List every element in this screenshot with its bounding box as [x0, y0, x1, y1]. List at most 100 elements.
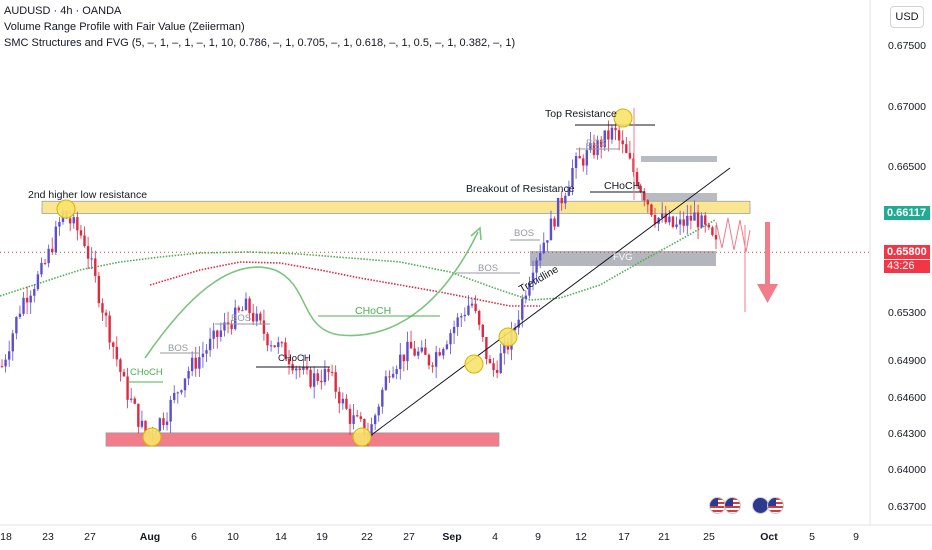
candle-body: [341, 398, 345, 404]
candle-body: [348, 408, 352, 424]
current-price-badge: 0.65800: [884, 245, 930, 259]
candle-body: [553, 218, 556, 227]
trendline[interactable]: [369, 167, 731, 437]
candle-body: [434, 352, 438, 367]
candle-body: [4, 359, 7, 367]
breakout-label: Breakout of Resistance: [466, 183, 575, 195]
candle-body: [714, 234, 718, 240]
time-tick-label: 18: [0, 531, 12, 543]
au-flag-icon[interactable]: [752, 497, 769, 514]
choch-label: CHoCH: [604, 180, 641, 192]
candle-body: [273, 345, 276, 348]
candle-body: [330, 371, 334, 373]
time-tick-label: 27: [84, 531, 96, 543]
candle-body: [11, 333, 14, 352]
indicator-volume-profile[interactable]: Volume Range Profile with Fair Value (Ze…: [4, 21, 245, 33]
candle-body: [295, 368, 298, 371]
candle-body: [531, 272, 535, 283]
candle-body: [25, 297, 29, 303]
candle-body: [521, 298, 524, 320]
candle-body: [671, 216, 675, 227]
indicator-smc[interactable]: SMC Structures and FVG (5, –, 1, –, 1, –…: [4, 37, 516, 49]
candle-body: [83, 235, 86, 247]
support-zone[interactable]: [105, 432, 500, 447]
time-tick-label: 5: [809, 531, 815, 543]
time-tick-label: Oct: [760, 531, 778, 543]
swing-point-marker[interactable]: [464, 354, 484, 374]
bos-label: BOS: [514, 228, 535, 239]
symbol-title[interactable]: AUDUSD · 4h · OANDA: [4, 5, 122, 17]
candle-body: [668, 216, 671, 223]
candle-body: [97, 275, 101, 304]
candle-body: [571, 168, 574, 187]
bearish-arrow-head: [757, 284, 778, 303]
candle-body: [377, 406, 380, 416]
candle-body: [693, 212, 696, 221]
candle-body: [187, 371, 190, 379]
candle-body: [248, 298, 251, 314]
swing-point-marker[interactable]: [498, 327, 518, 347]
candle-body: [560, 197, 563, 204]
us-flag-icon[interactable]: [724, 497, 741, 514]
fvg-zone[interactable]: [641, 193, 717, 201]
price-axis[interactable]: 0.66117 0.65800 43:26 0.67500 0.67000 0.66…: [870, 0, 932, 525]
candle-body: [327, 368, 330, 372]
candle-body: [22, 297, 25, 314]
price-tick-label: 0.67000: [888, 100, 926, 113]
time-tick-label: 22: [361, 531, 373, 543]
time-tick-label: 10: [227, 531, 239, 543]
candle-body: [356, 415, 359, 417]
candle-body: [495, 370, 499, 373]
candle-body: [617, 130, 621, 141]
candle-body: [445, 344, 449, 350]
candle-body: [79, 230, 83, 236]
swing-point-marker[interactable]: [142, 427, 162, 447]
candle-body: [140, 420, 144, 427]
candle-body: [639, 185, 642, 192]
time-tick-label: 23: [42, 531, 54, 543]
candle-body: [373, 415, 377, 425]
candle-body: [158, 418, 162, 431]
candle-body: [237, 307, 241, 311]
bos-label: BOS: [478, 263, 499, 274]
candle-body: [463, 314, 467, 317]
candle-body: [499, 353, 502, 373]
candle-body: [208, 338, 212, 351]
currency-button[interactable]: USD: [890, 6, 924, 28]
candle-body: [269, 345, 273, 347]
candle-body: [438, 352, 441, 356]
candle-body: [18, 313, 22, 318]
time-tick-label: Sep: [442, 531, 462, 543]
candle-body: [477, 310, 481, 325]
candle-body: [689, 215, 693, 221]
swing-point-marker[interactable]: [613, 108, 633, 128]
candle-body: [68, 218, 72, 224]
candle-body: [104, 312, 108, 316]
candle-body: [194, 357, 197, 369]
candle-body: [183, 378, 187, 391]
fvg-zone[interactable]: [530, 251, 716, 266]
candle-body: [704, 215, 707, 225]
candle-body: [58, 221, 61, 227]
candle-body: [682, 219, 685, 226]
time-tick-label: Aug: [139, 531, 161, 543]
candle-body: [538, 253, 542, 261]
resistance-zone[interactable]: [41, 200, 751, 214]
swing-point-marker[interactable]: [56, 199, 76, 219]
price-tick-label: 0.64900: [888, 355, 926, 368]
candle-body: [305, 366, 309, 370]
swing-point-marker[interactable]: [352, 427, 372, 447]
candle-body: [101, 303, 104, 313]
candle-body: [696, 212, 700, 228]
candle-body: [567, 186, 571, 196]
time-axis[interactable]: 18 23 27 Aug 6 10 14 19 22 27 Sep 4 9 12 17 21 25 Oct 5 9: [0, 525, 870, 550]
fvg-zone[interactable]: [641, 156, 717, 162]
time-tick-label: 14: [275, 531, 287, 543]
candle-body: [603, 130, 606, 148]
us-flag-icon[interactable]: [767, 497, 784, 514]
candle-body: [223, 322, 226, 331]
candle-body: [399, 354, 402, 370]
candle-body: [517, 319, 520, 328]
